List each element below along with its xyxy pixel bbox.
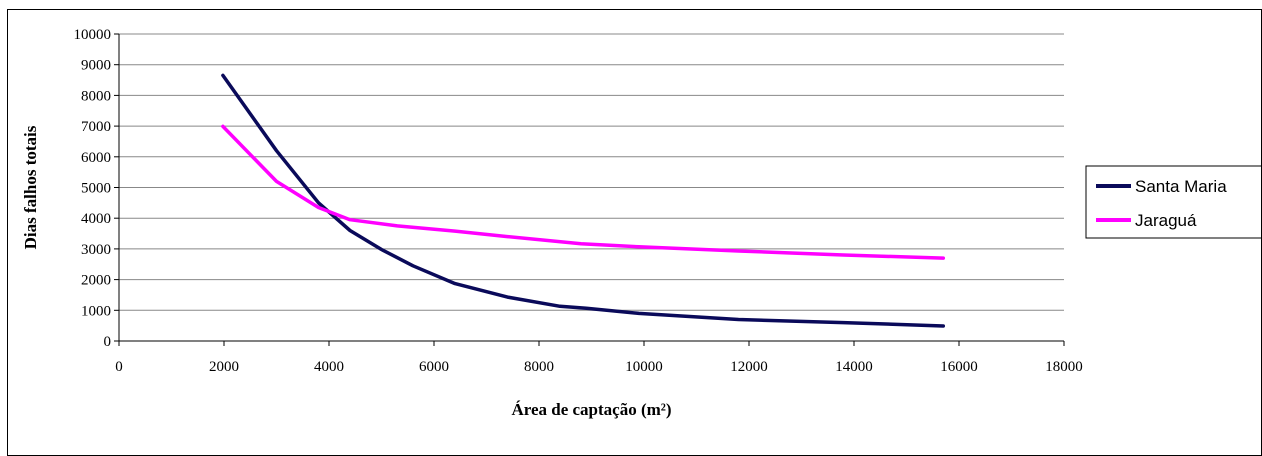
y-tick-label: 4000 — [81, 211, 111, 227]
y-tick-label: 10000 — [74, 27, 112, 43]
y-tick-label: 3000 — [81, 242, 111, 258]
series-line-jaragua — [221, 124, 946, 260]
legend-label-santa-maria: Santa Maria — [1135, 177, 1227, 196]
chart-frame: 0 1000 2000 3000 4000 5000 6000 7000 8000 9000 100… — [7, 9, 1262, 456]
x-tick-label: 12000 — [730, 359, 768, 375]
series-lines — [221, 73, 946, 328]
y-tick-label: 8000 — [81, 88, 111, 104]
x-tick-label: 10000 — [625, 359, 663, 375]
x-tick-label: 18000 — [1045, 359, 1083, 375]
x-tick-label: 16000 — [940, 359, 978, 375]
y-tick-label: 6000 — [81, 150, 111, 166]
series-line-santa-maria — [221, 73, 946, 328]
x-tick-labels: 0 2000 4000 6000 8000 10000 12000 14000 16000 180… — [115, 359, 1083, 375]
y-axis-title: Dias falhos totais — [21, 125, 40, 249]
legend-box — [1085, 165, 1261, 239]
gridlines — [119, 33, 1064, 311]
y-tick-label: 9000 — [81, 58, 111, 74]
x-tick-label: 8000 — [524, 359, 554, 375]
axes — [114, 33, 1065, 346]
x-tick-label: 6000 — [419, 359, 449, 375]
y-tick-labels: 0 1000 2000 3000 4000 5000 6000 7000 8000 9000 100… — [74, 27, 112, 350]
legend: Santa Maria Jaraguá — [1085, 165, 1261, 239]
line-chart: 0 1000 2000 3000 4000 5000 6000 7000 8000 9000 100… — [21, 27, 1261, 419]
legend-label-jaragua: Jaraguá — [1135, 211, 1197, 230]
x-tick-label: 4000 — [314, 359, 344, 375]
y-tick-label: 2000 — [81, 273, 111, 289]
x-tick-label: 2000 — [209, 359, 239, 375]
y-tick-label: 0 — [104, 334, 112, 350]
x-axis-title: Área de captação (m²) — [511, 400, 671, 419]
x-tick-label: 14000 — [835, 359, 873, 375]
x-tick-label: 0 — [115, 359, 123, 375]
y-tick-label: 5000 — [81, 181, 111, 197]
y-tick-label: 1000 — [81, 303, 111, 319]
y-tick-label: 7000 — [81, 119, 111, 135]
